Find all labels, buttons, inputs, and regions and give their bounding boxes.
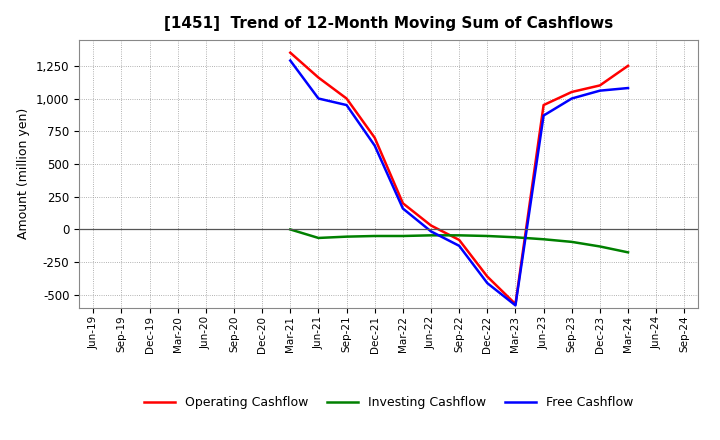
Investing Cashflow [370, 233, 379, 238]
Operating Cashflow [483, 274, 492, 279]
Investing Cashflow [314, 235, 323, 241]
Free Cashflow [342, 103, 351, 108]
Investing Cashflow [539, 237, 548, 242]
Line: Free Cashflow: Free Cashflow [290, 61, 628, 305]
Investing Cashflow [567, 239, 576, 245]
Title: [1451]  Trend of 12-Month Moving Sum of Cashflows: [1451] Trend of 12-Month Moving Sum of C… [164, 16, 613, 32]
Investing Cashflow [399, 233, 408, 238]
Operating Cashflow [399, 201, 408, 206]
Free Cashflow [427, 229, 436, 234]
Free Cashflow [455, 243, 464, 249]
Operating Cashflow [595, 83, 604, 88]
Operating Cashflow [370, 135, 379, 140]
Y-axis label: Amount (million yen): Amount (million yen) [17, 108, 30, 239]
Free Cashflow [511, 303, 520, 308]
Investing Cashflow [342, 234, 351, 239]
Free Cashflow [624, 85, 632, 91]
Operating Cashflow [342, 96, 351, 101]
Operating Cashflow [511, 301, 520, 307]
Investing Cashflow [511, 235, 520, 240]
Free Cashflow [567, 96, 576, 101]
Free Cashflow [370, 143, 379, 148]
Legend: Operating Cashflow, Investing Cashflow, Free Cashflow: Operating Cashflow, Investing Cashflow, … [139, 392, 639, 414]
Line: Investing Cashflow: Investing Cashflow [290, 229, 628, 253]
Free Cashflow [483, 280, 492, 286]
Line: Operating Cashflow: Operating Cashflow [290, 53, 628, 304]
Free Cashflow [399, 206, 408, 211]
Free Cashflow [314, 96, 323, 101]
Operating Cashflow [286, 50, 294, 55]
Investing Cashflow [286, 227, 294, 232]
Investing Cashflow [427, 233, 436, 238]
Free Cashflow [286, 58, 294, 63]
Investing Cashflow [624, 250, 632, 255]
Investing Cashflow [483, 233, 492, 238]
Investing Cashflow [455, 233, 464, 238]
Operating Cashflow [624, 63, 632, 69]
Operating Cashflow [427, 223, 436, 228]
Operating Cashflow [567, 89, 576, 95]
Operating Cashflow [539, 103, 548, 108]
Free Cashflow [539, 113, 548, 118]
Investing Cashflow [595, 244, 604, 249]
Operating Cashflow [455, 237, 464, 242]
Operating Cashflow [314, 75, 323, 80]
Free Cashflow [595, 88, 604, 93]
